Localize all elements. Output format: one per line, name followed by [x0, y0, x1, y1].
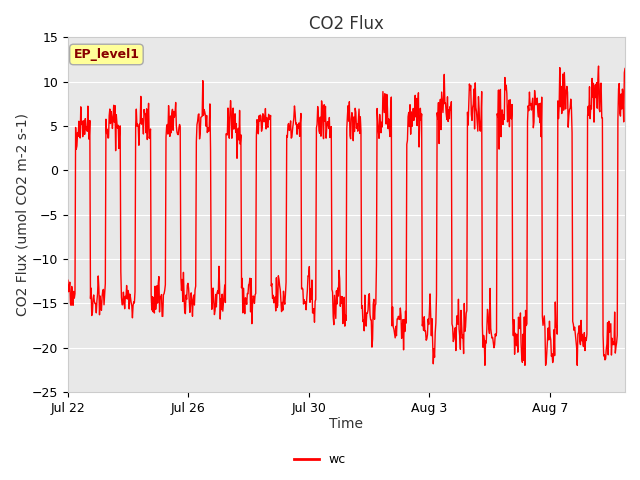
Title: CO2 Flux: CO2 Flux [309, 15, 384, 33]
Legend: wc: wc [289, 448, 351, 471]
Text: EP_level1: EP_level1 [74, 48, 140, 61]
Y-axis label: CO2 Flux (umol CO2 m-2 s-1): CO2 Flux (umol CO2 m-2 s-1) [15, 113, 29, 316]
X-axis label: Time: Time [330, 418, 364, 432]
